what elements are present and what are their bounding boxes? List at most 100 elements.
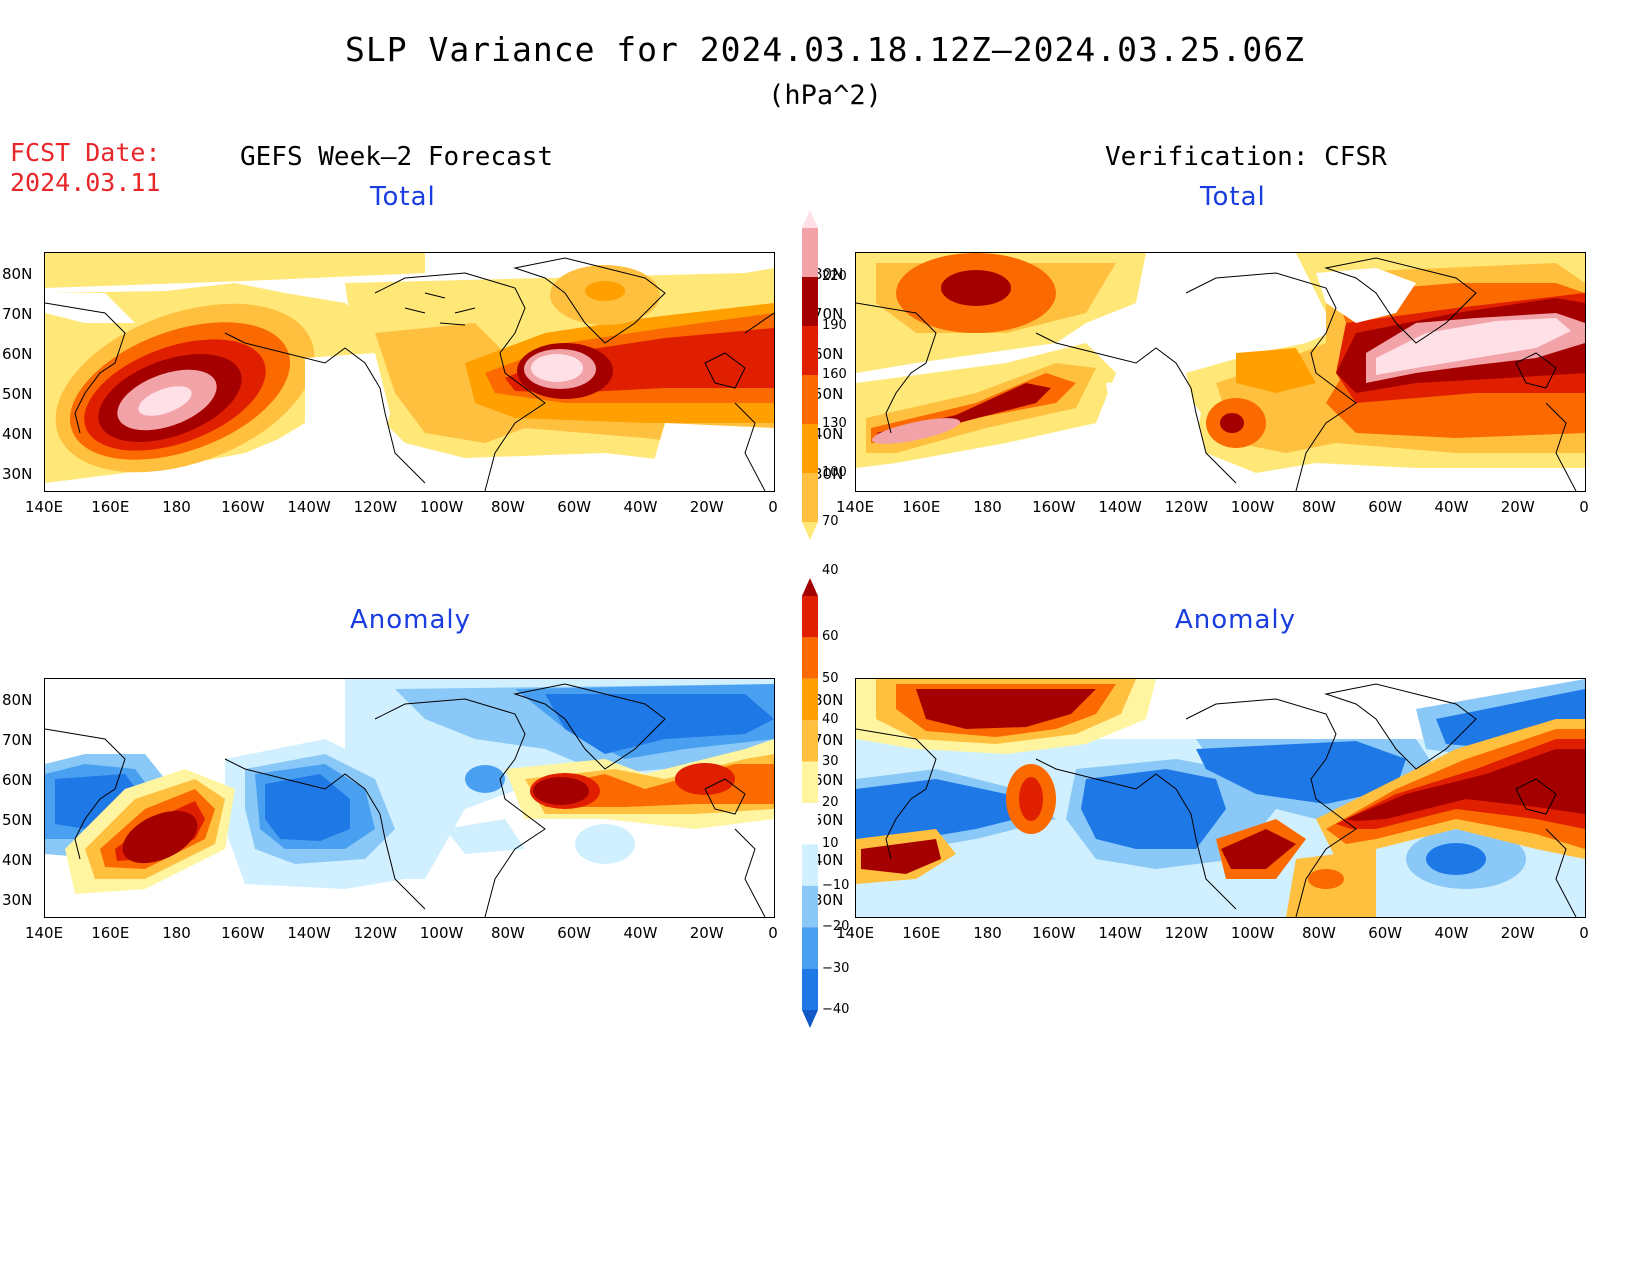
colorbar-label: 40: [822, 712, 839, 728]
lat-tick-label: 50N: [2, 385, 33, 403]
colorbar-segment: [802, 596, 818, 638]
units-label: (hPa^2): [768, 80, 882, 111]
colorbar-label: 10: [822, 836, 839, 852]
lon-tick-label: 160W: [221, 924, 265, 942]
lat-tick-label: 70N: [2, 305, 33, 323]
lon-tick-label: 20W: [689, 498, 724, 516]
colorbar-segment: [802, 424, 818, 473]
lon-tick-label: 160E: [902, 498, 941, 516]
lon-tick-label: 0: [1579, 498, 1589, 516]
colorbar-segment: [802, 326, 818, 375]
lat-tick-label: 60N: [813, 345, 844, 363]
lon-tick-label: 20W: [689, 924, 724, 942]
colorbar-segment: [802, 210, 818, 228]
lon-tick-label: 60W: [1368, 498, 1403, 516]
lon-tick-label: 160E: [902, 924, 941, 942]
lon-tick-label: 80W: [490, 924, 525, 942]
colorbar-label: 70: [822, 514, 839, 529]
lon-tick-label: 180: [973, 924, 1002, 942]
lat-tick-label: 40N: [813, 851, 844, 869]
lon-tick-label: 0: [768, 924, 778, 942]
lat-tick-label: 50N: [813, 811, 844, 829]
lat-tick-label: 70N: [813, 731, 844, 749]
lon-tick-label: 100W: [419, 924, 464, 942]
map-anomaly-forecast: [44, 678, 775, 918]
map-total-verification: [855, 252, 1586, 492]
colorbar-segment: [802, 885, 818, 928]
colorbar-label: −10: [822, 877, 850, 893]
lon-tick-label: 140E: [24, 498, 64, 516]
colorbar-label: −30: [822, 960, 850, 976]
lon-tick-label: 160E: [91, 498, 130, 516]
lat-tick-label: 60N: [2, 771, 33, 789]
colorbar-label: 190: [822, 318, 847, 333]
verification-column-header: Verification: CFSR: [1105, 142, 1387, 172]
colorbar-segment: [802, 473, 818, 522]
total-forecast-field: [45, 253, 774, 491]
colorbar-label: −40: [822, 1002, 850, 1017]
lon-tick-label: 40W: [623, 498, 658, 516]
map-total-forecast: [44, 252, 775, 492]
lon-tick-label: 180: [162, 924, 191, 942]
total-verification-title: Total: [1200, 182, 1266, 212]
lat-tick-label: 30N: [2, 891, 33, 909]
lon-tick-label: 120W: [1164, 924, 1209, 942]
colorbar-segment: [802, 228, 818, 277]
lon-tick-label: 40W: [1434, 498, 1469, 516]
lat-tick-label: 40N: [2, 425, 33, 443]
colorbar-label: 40: [822, 563, 839, 578]
lat-tick-label: 70N: [813, 305, 844, 323]
lon-tick-label: 0: [768, 498, 778, 516]
lat-tick-label: 40N: [2, 851, 33, 869]
lat-tick-label: 30N: [813, 465, 844, 483]
lon-tick-label: 140W: [1098, 924, 1142, 942]
forecast-date-label: FCST Date:: [10, 138, 161, 167]
colorbar-label: 160: [822, 367, 847, 382]
lon-tick-label: 0: [1579, 924, 1589, 942]
lon-tick-label: 60W: [1368, 924, 1403, 942]
colorbar-segment: [802, 637, 818, 679]
lon-tick-label: 60W: [557, 498, 592, 516]
anomaly-verification-field: [856, 679, 1585, 917]
anomaly-verification-title: Anomaly: [1175, 605, 1297, 635]
lon-tick-label: 60W: [557, 924, 592, 942]
anomaly-forecast-title: Anomaly: [350, 605, 472, 635]
lat-tick-label: 60N: [813, 771, 844, 789]
lon-tick-label: 80W: [490, 498, 525, 516]
lon-tick-label: 120W: [353, 498, 398, 516]
lat-tick-label: 80N: [2, 265, 33, 283]
lon-tick-label: 160E: [91, 924, 130, 942]
lon-tick-label: 80W: [1301, 924, 1336, 942]
map-anomaly-verification: [855, 678, 1586, 918]
colorbar-segment: [802, 720, 818, 762]
lon-tick-label: 20W: [1500, 924, 1535, 942]
colorbar-segment: [802, 375, 818, 424]
lon-tick-label: 180: [162, 498, 191, 516]
colorbar-label: 220: [822, 269, 847, 284]
total-colorbar: [802, 210, 818, 540]
lon-tick-label: 140E: [835, 498, 875, 516]
forecast-date-value: 2024.03.11: [10, 168, 161, 197]
main-title: SLP Variance for 2024.03.18.12Z–2024.03.…: [345, 30, 1305, 69]
colorbar-segment: [802, 522, 818, 540]
colorbar-segment: [802, 844, 818, 886]
lat-tick-label: 50N: [813, 385, 844, 403]
lon-tick-label: 100W: [1230, 498, 1275, 516]
anomaly-forecast-field: [45, 679, 774, 917]
lon-tick-label: 100W: [1230, 924, 1275, 942]
total-forecast-title: Total: [370, 182, 436, 212]
lon-tick-label: 100W: [419, 498, 464, 516]
lon-tick-label: 140W: [287, 924, 331, 942]
colorbar-label: 30: [822, 753, 839, 769]
lat-tick-label: 80N: [813, 691, 844, 709]
lon-tick-label: 140E: [835, 924, 875, 942]
colorbar-label: 130: [822, 416, 847, 431]
lat-tick-label: 60N: [2, 345, 33, 363]
lon-tick-label: 140E: [24, 924, 64, 942]
colorbar-label: 100: [822, 465, 847, 480]
colorbar-segment: [802, 1010, 818, 1028]
colorbar-segment: [802, 678, 818, 721]
colorbar-label: 20: [822, 795, 839, 810]
lon-tick-label: 160W: [221, 498, 265, 516]
colorbar-label: −20: [822, 919, 850, 935]
